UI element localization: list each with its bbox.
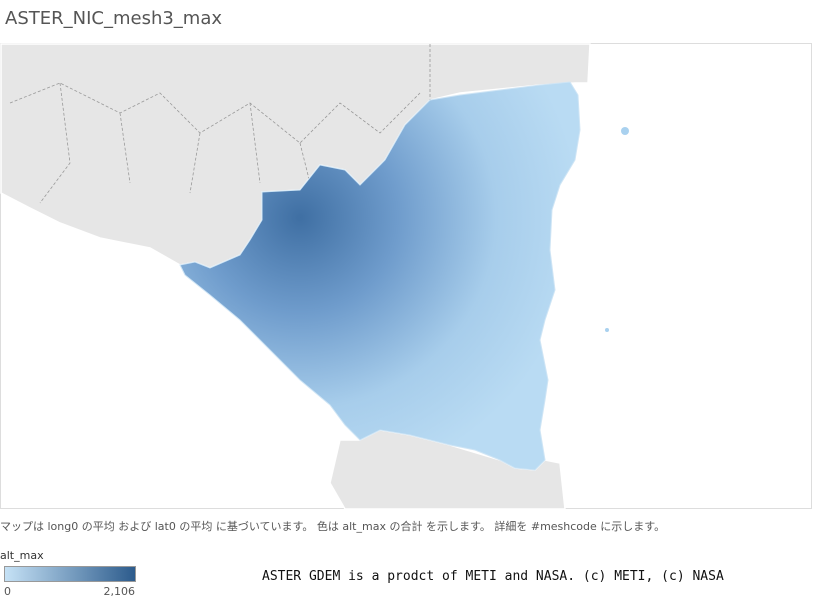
caption: マップは long0 の平均 および lat0 の平均 に基づいています。 色は…: [0, 520, 666, 533]
island: [605, 328, 609, 332]
title: ASTER_NIC_mesh3_max: [5, 8, 223, 29]
nicaragua-elevation: [179, 81, 581, 471]
legend-max: 2,106: [103, 585, 136, 598]
legend-bar: [4, 566, 136, 582]
map: [0, 43, 812, 509]
credit: ASTER GDEM is a prodct of METI and NASA.…: [262, 569, 724, 584]
legend-gradient: [4, 566, 136, 582]
borders: [9, 44, 431, 204]
legend-min: 0: [4, 585, 11, 598]
island: [621, 127, 629, 135]
legend-title: alt_max: [0, 549, 44, 562]
